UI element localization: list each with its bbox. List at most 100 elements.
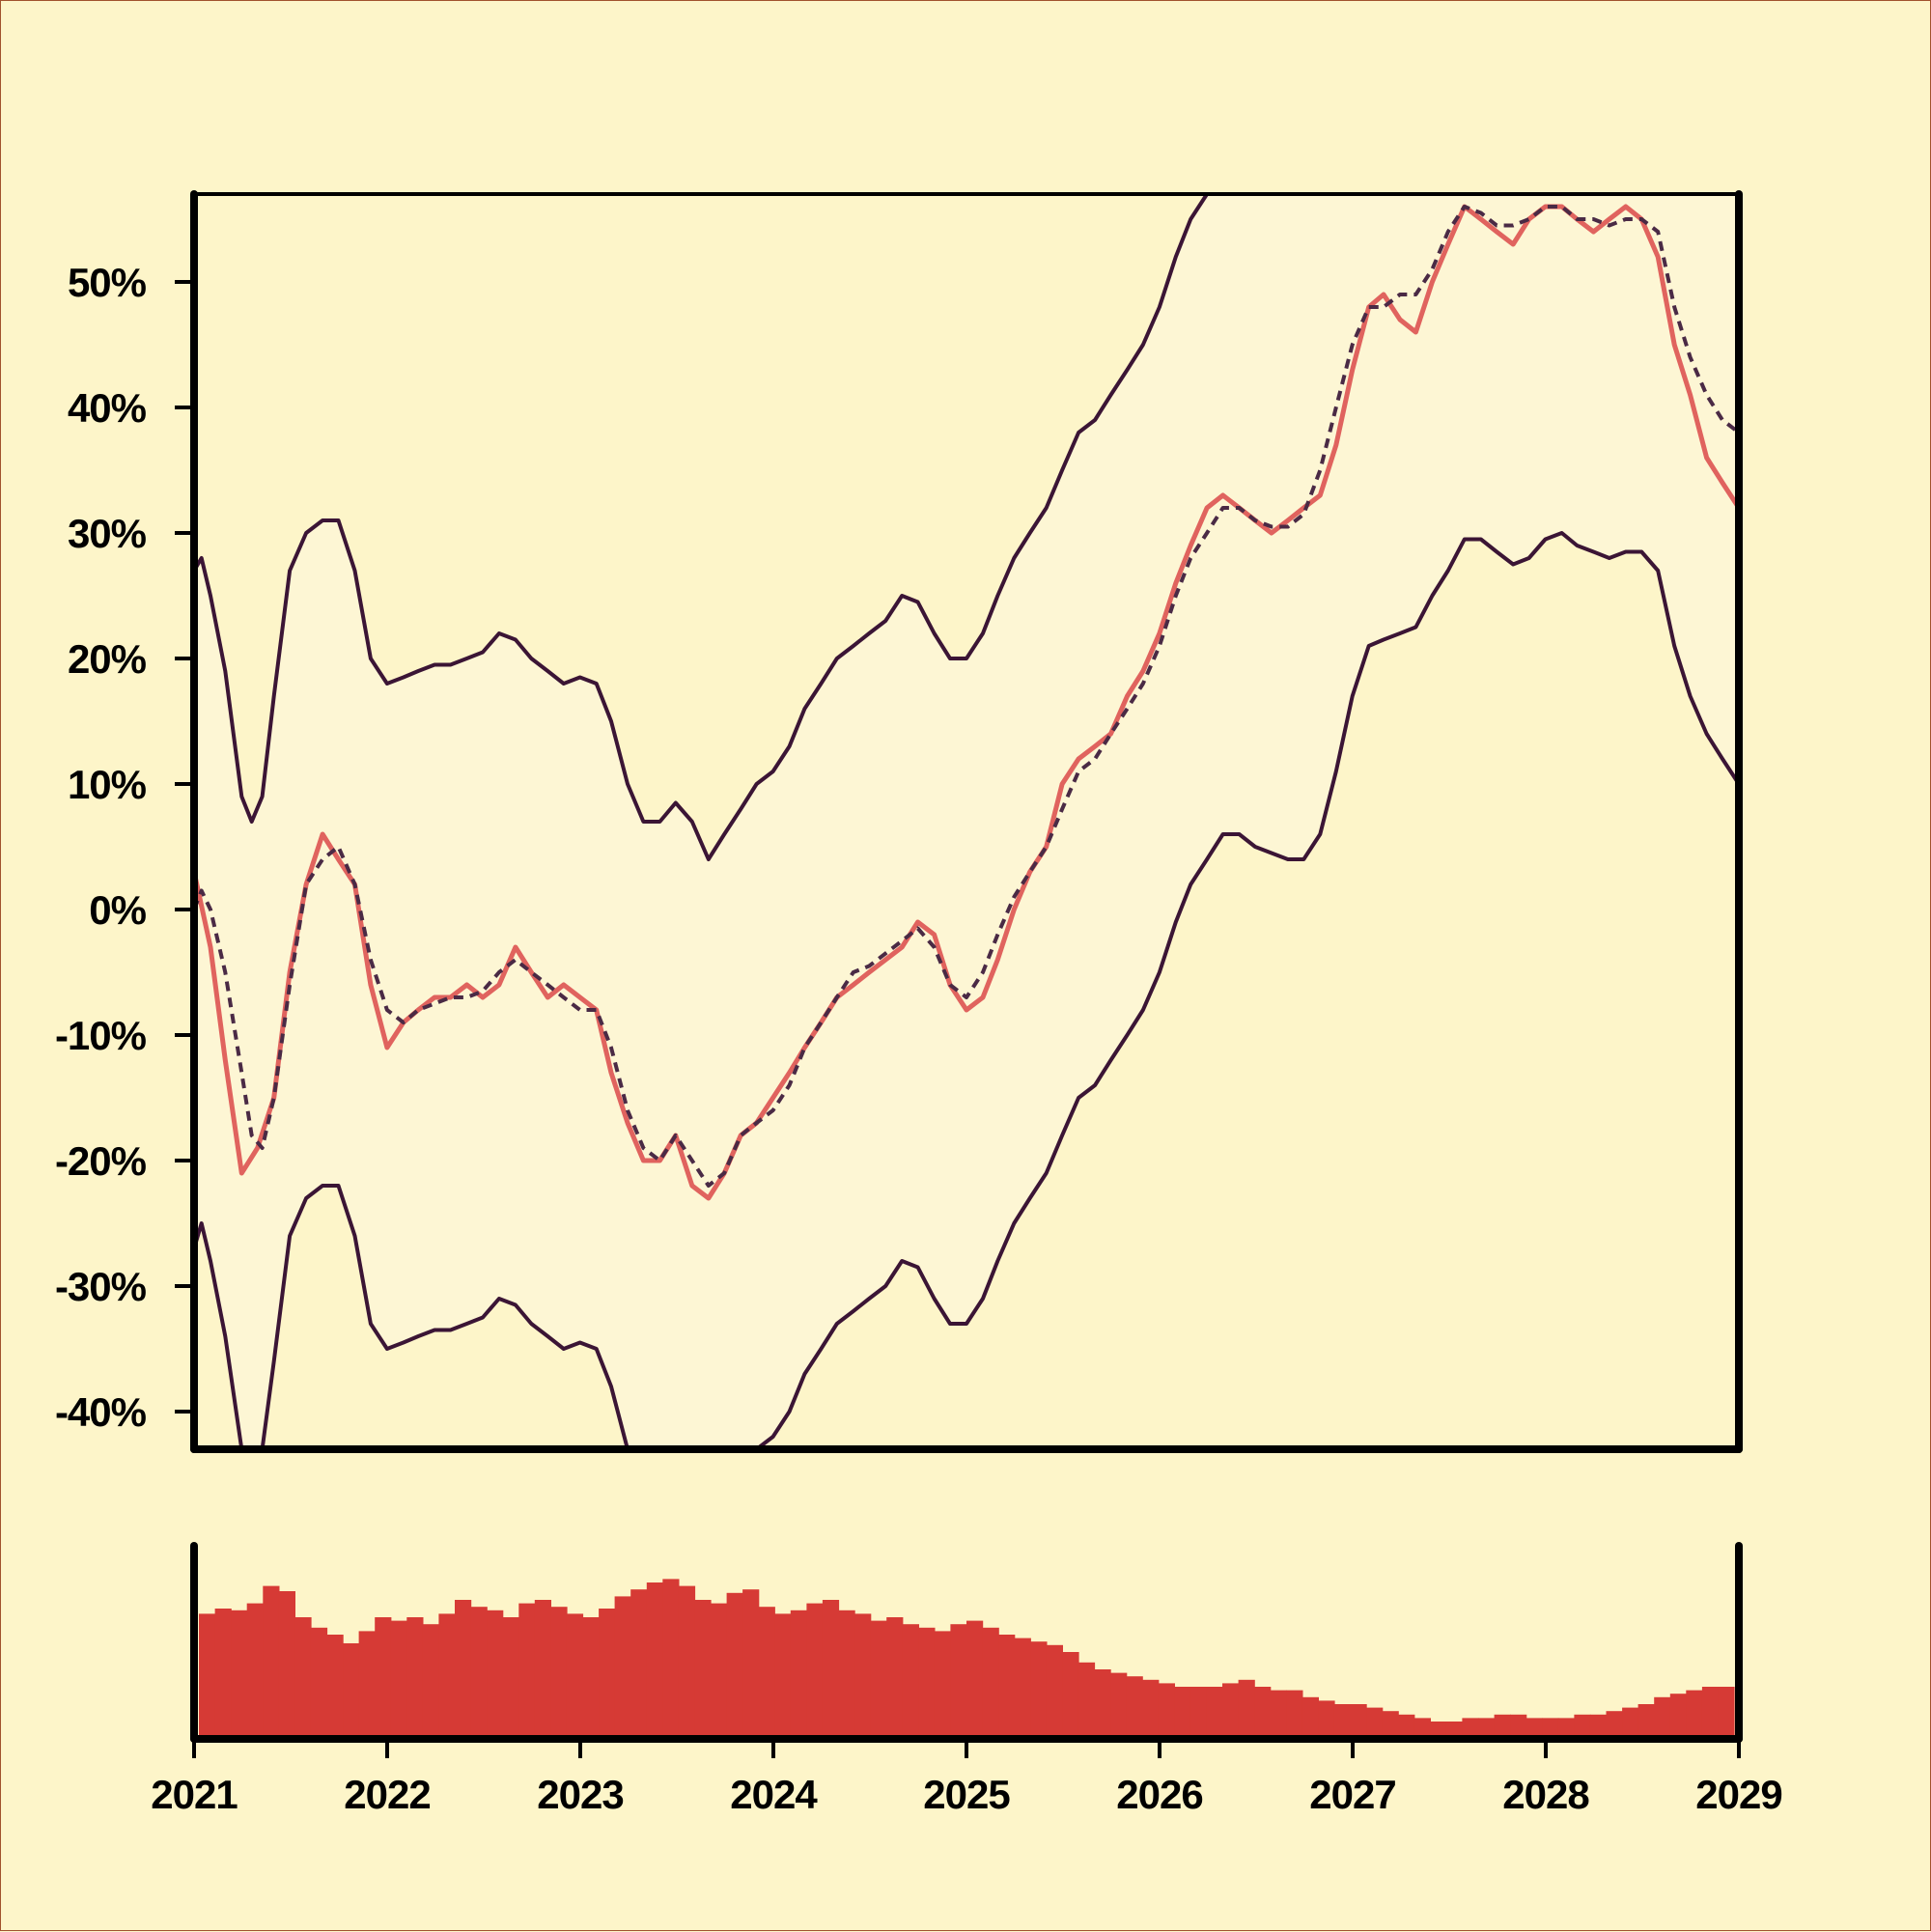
volume-bar — [599, 1609, 616, 1739]
volume-bar — [502, 1617, 519, 1739]
volume-bar — [550, 1607, 568, 1739]
volume-bar — [566, 1613, 584, 1739]
x-tick-label: 2023 — [537, 1772, 623, 1817]
volume-bar — [214, 1609, 232, 1739]
volume-bar — [1494, 1714, 1511, 1739]
volume-bar — [678, 1585, 696, 1739]
volume-bar — [1350, 1704, 1367, 1739]
series-line-lower-band — [192, 531, 1741, 1451]
volume-bar — [1366, 1707, 1384, 1739]
volume-bar — [902, 1624, 919, 1739]
y-axis-ticks: -40% -30% -20% -10% 0% 10% 20% 30% 40% 50% — [55, 260, 194, 1435]
volume-bar — [294, 1617, 312, 1739]
volume-bar — [375, 1617, 392, 1739]
x-tick-label: 2029 — [1695, 1772, 1781, 1817]
volume-bar — [1669, 1694, 1687, 1739]
volume-bar — [1718, 1687, 1735, 1739]
volume-bar — [1286, 1690, 1303, 1739]
volume-bar — [614, 1596, 631, 1739]
volume-bar — [1077, 1662, 1096, 1739]
x-tick-label: 2024 — [730, 1772, 818, 1817]
volume-bar — [982, 1627, 999, 1739]
volume-bar — [1189, 1687, 1208, 1739]
y-tick-label: -30% — [55, 1264, 147, 1309]
volume-bar — [998, 1635, 1016, 1739]
volume-bar — [646, 1582, 663, 1739]
volume-bar — [455, 1600, 472, 1739]
volume-bar — [1654, 1696, 1671, 1739]
volume-bar — [1701, 1687, 1720, 1739]
y-tick-label: 30% — [68, 511, 147, 556]
x-tick-label: 2027 — [1309, 1772, 1395, 1817]
volume-bar — [886, 1617, 904, 1739]
y-tick-label: -40% — [55, 1389, 147, 1435]
volume-bar — [1606, 1711, 1623, 1739]
x-tick-label: 2028 — [1502, 1772, 1589, 1817]
volume-bar — [1110, 1672, 1128, 1739]
volume-bar — [726, 1592, 743, 1739]
volume-bar — [822, 1600, 840, 1739]
x-tick-label: 2021 — [151, 1772, 238, 1817]
volume-bar — [470, 1607, 488, 1739]
volume-bar — [694, 1600, 712, 1739]
volume-bar — [231, 1610, 248, 1739]
x-tick-label: 2026 — [1116, 1772, 1202, 1817]
y-tick-label: -20% — [55, 1138, 147, 1184]
volume-bar — [918, 1627, 936, 1739]
y-tick-label: 20% — [68, 636, 147, 682]
volume-bar — [1254, 1687, 1272, 1739]
volume-bar — [1126, 1676, 1143, 1739]
main-axes — [190, 190, 1743, 1453]
y-tick-label: 50% — [68, 260, 147, 305]
series-line-moving-average — [192, 205, 1741, 1188]
volume-bar — [790, 1610, 807, 1739]
volume-bar — [326, 1635, 344, 1739]
volume-bar — [1318, 1700, 1335, 1739]
volume-bar — [1030, 1641, 1048, 1739]
volume-bar — [310, 1627, 328, 1739]
volume-bar — [534, 1600, 551, 1739]
volume-bar — [758, 1607, 775, 1739]
volume-bar — [711, 1603, 728, 1739]
volume-bar — [1333, 1704, 1352, 1739]
volume-bar — [838, 1610, 855, 1739]
volume-bar — [1622, 1707, 1639, 1739]
volume-bar — [1206, 1687, 1223, 1739]
volume-bar — [343, 1643, 360, 1739]
volume-bar — [518, 1603, 536, 1739]
volume-bar — [966, 1620, 984, 1739]
y-tick-label: 10% — [68, 762, 147, 807]
volume-bar — [1382, 1711, 1399, 1739]
band-fill-area — [194, 194, 1739, 1449]
series-layer — [191, 192, 1742, 1451]
volume-bar — [1462, 1718, 1479, 1739]
volume-bar — [662, 1579, 680, 1739]
volume-bar — [950, 1624, 967, 1739]
volume-bar — [870, 1620, 887, 1739]
volume-bar — [1430, 1722, 1447, 1739]
x-tick-label: 2022 — [344, 1772, 430, 1817]
volume-bar — [1238, 1679, 1255, 1739]
volume-bar — [1686, 1690, 1703, 1739]
volume-bar — [742, 1589, 760, 1739]
volume-bar — [487, 1610, 504, 1739]
volume-bar — [1525, 1718, 1543, 1739]
volume-bar — [358, 1631, 376, 1739]
volume-bar — [1445, 1722, 1464, 1739]
volume-bar — [1270, 1690, 1287, 1739]
volume-bar — [1174, 1687, 1191, 1739]
volume-bar — [1510, 1714, 1527, 1739]
volume-bar — [774, 1613, 792, 1739]
volume-bar — [934, 1631, 952, 1739]
volume-bar — [406, 1617, 424, 1739]
x-tick-label: 2025 — [923, 1772, 1010, 1817]
series-line-price — [191, 204, 1742, 1201]
volume-bar — [630, 1589, 648, 1739]
volume-bar — [199, 1613, 216, 1739]
volume-bar — [1158, 1683, 1175, 1739]
volume-chart: 2021 2022 2023 2024 2025 2026 2027 2028 2029 — [151, 1542, 1783, 1817]
volume-bar — [1557, 1718, 1575, 1739]
x-axis-ticks: 2021 2022 2023 2024 2025 2026 2027 2028 2029 — [151, 1739, 1783, 1817]
